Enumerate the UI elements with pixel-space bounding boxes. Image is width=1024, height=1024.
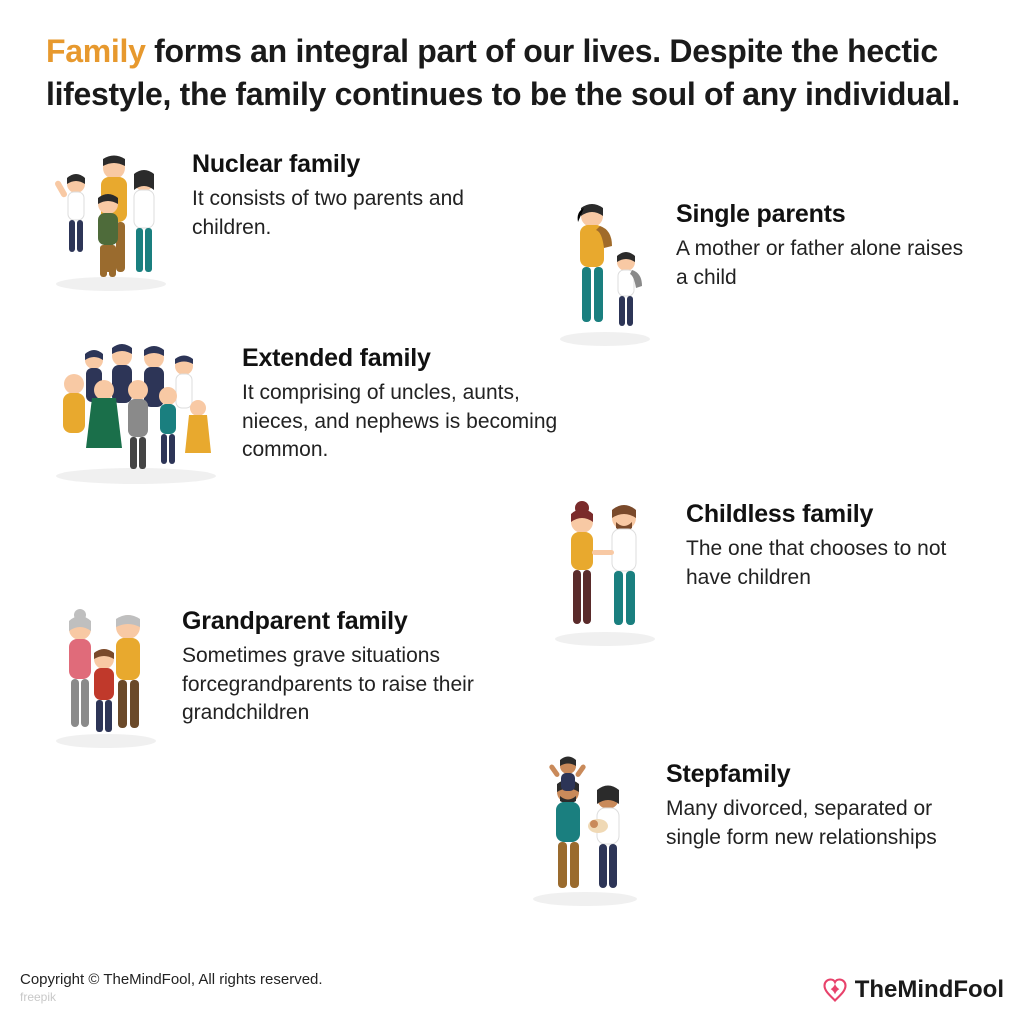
item-childless: Childless family The one that chooses to… [540, 494, 980, 654]
single-title: Single parents [676, 200, 980, 229]
copyright-text: Copyright © TheMindFool, All rights rese… [20, 971, 323, 988]
image-credit: freepik [20, 990, 323, 1004]
nuclear-title: Nuclear family [192, 150, 526, 179]
nuclear-desc: It consists of two parents and children. [192, 185, 526, 242]
childless-title: Childless family [686, 500, 980, 529]
single-desc: A mother or father alone raises a child [676, 235, 980, 292]
item-grandparent: Grandparent family Sometimes grave situa… [46, 601, 566, 756]
heart-lotus-icon [821, 976, 849, 1004]
family-types-grid: Nuclear family It consists of two parent… [0, 126, 1024, 906]
brand-name: TheMindFool [855, 976, 1004, 1004]
intro-rest: forms an integral part of our lives. Des… [46, 33, 960, 112]
grandparent-title: Grandparent family [182, 607, 566, 636]
intro-accent-word: Family [46, 33, 146, 69]
item-nuclear: Nuclear family It consists of two parent… [46, 144, 526, 294]
stepfamily-desc: Many divorced, separated or single form … [666, 795, 990, 852]
grandparent-family-icon [46, 601, 166, 756]
item-stepfamily: Stepfamily Many divorced, separated or s… [520, 754, 990, 909]
single-parent-icon [540, 194, 660, 354]
footer-left: Copyright © TheMindFool, All rights rese… [20, 971, 323, 1004]
extended-title: Extended family [242, 344, 566, 373]
stepfamily-title: Stepfamily [666, 760, 990, 789]
extended-desc: It comprising of uncles, aunts, nieces, … [242, 379, 566, 464]
item-single-parents: Single parents A mother or father alone … [540, 194, 980, 354]
item-extended: Extended family It comprising of uncles,… [46, 338, 566, 488]
brand-logo: TheMindFool [821, 976, 1004, 1004]
stepfamily-icon [520, 754, 650, 909]
nuclear-family-icon [46, 144, 176, 294]
footer: Copyright © TheMindFool, All rights rese… [20, 971, 1004, 1004]
intro-header: Family forms an integral part of our liv… [0, 0, 1024, 126]
extended-family-icon [46, 338, 226, 488]
grandparent-desc: Sometimes grave situations forcegrandpar… [182, 642, 566, 727]
childless-desc: The one that chooses to not have childre… [686, 535, 980, 592]
